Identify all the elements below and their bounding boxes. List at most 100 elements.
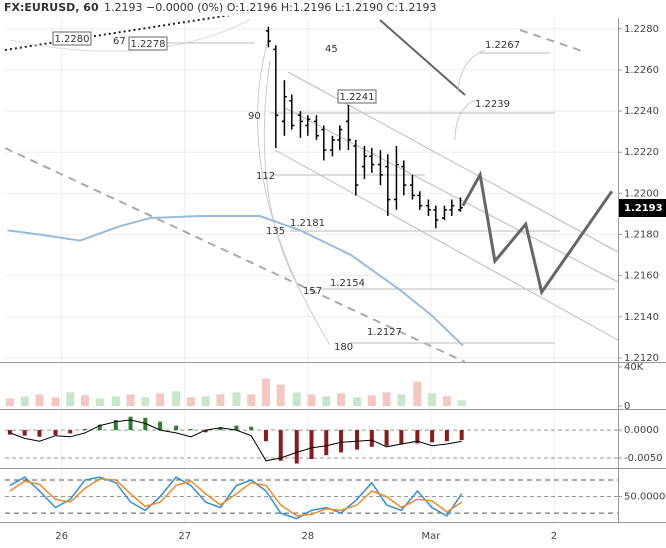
histogram-bar [174, 425, 179, 431]
histogram-bar [459, 430, 464, 441]
fib-arc [454, 99, 476, 141]
volume-bar [292, 392, 301, 407]
volume-bar [201, 396, 210, 407]
histogram-bar [128, 416, 133, 431]
histogram-bar [355, 430, 360, 450]
annotation: 1.2278 [131, 39, 166, 50]
symbol: FX:EURUSD, 60 [4, 1, 99, 14]
histogram-bar [399, 430, 404, 445]
histogram-bar [249, 426, 254, 431]
annotation-box [337, 89, 377, 104]
volume-bar [428, 393, 437, 407]
fib-arc [263, 59, 301, 291]
annotation: 67 [113, 36, 126, 47]
histogram-bar [37, 430, 42, 437]
axes: 26 27 28 Mar 2 1.2280 1.2260 1.2240 1.2220 1.2200… [55, 24, 665, 542]
volume-bar [51, 397, 60, 407]
volume-bar [156, 393, 165, 407]
histogram-bar [263, 430, 268, 442]
y-tick-label: 1.2280 [624, 24, 659, 35]
fib-arc [457, 49, 486, 93]
trend-line [4, 11, 251, 51]
annotation-box [128, 36, 168, 51]
volume-bar [141, 397, 150, 407]
x-tick-label: 2 [551, 531, 557, 542]
annotation: 135 [266, 226, 285, 237]
marks [5, 26, 614, 520]
y-tick-label: 1.2140 [624, 312, 659, 323]
y-tick-label: 40K [624, 362, 644, 373]
y-tick-label: 50.0000 [624, 492, 665, 503]
annotation: 112 [256, 171, 275, 182]
histogram-bar [22, 430, 27, 436]
volume-bar [126, 394, 135, 407]
histogram-bar [218, 427, 223, 431]
volume-bar [172, 391, 181, 407]
volume-bar [367, 395, 376, 407]
y-tick-label: 0 [624, 401, 630, 412]
channel-line [274, 149, 619, 341]
volume-bar [442, 396, 451, 407]
histogram-bar [158, 421, 163, 431]
projection [461, 170, 614, 296]
histogram-bar [309, 430, 314, 460]
annotation: 1.2280 [55, 34, 90, 45]
annotation: 1.2127 [367, 327, 402, 338]
annotation: 1.2181 [290, 218, 325, 229]
histogram-bar [384, 430, 389, 446]
x-tick-label: 28 [301, 531, 314, 542]
oscillator-line [9, 478, 463, 517]
price-label-bg [619, 199, 666, 217]
histogram-bar [83, 428, 88, 431]
histogram-bar [97, 424, 102, 431]
histogram-bar [7, 430, 12, 435]
annotation: 1.2267 [485, 40, 520, 51]
volume-bar [413, 381, 422, 407]
histogram-bar [339, 430, 344, 453]
dashed-line [4, 147, 466, 363]
volume-bar [35, 394, 44, 407]
annotation: 1.2241 [340, 92, 375, 103]
volume-bar [276, 384, 285, 407]
y-tick-label: 1.2260 [624, 65, 659, 76]
annotation: 1.2154 [330, 278, 365, 289]
volume-bar [5, 398, 14, 407]
thick-line [379, 19, 466, 96]
panel-frames [0, 18, 666, 523]
volume-bar [66, 392, 75, 407]
histogram-bar [294, 430, 299, 464]
y-tick-label: 1.2200 [624, 188, 659, 199]
x-tick-label: 27 [178, 531, 191, 542]
histogram-bar [415, 430, 420, 444]
y-tick-label: 1.2240 [624, 106, 659, 117]
histogram-bar [234, 425, 239, 431]
volume-bar [307, 394, 316, 407]
y-tick-label: 1.2220 [624, 147, 659, 158]
volume-bar [95, 398, 104, 407]
grid [5, 18, 618, 522]
volume-bar [20, 396, 29, 407]
annotation: 157 [303, 286, 322, 297]
annotation: 1.2239 [475, 99, 510, 110]
volume-bar [382, 392, 391, 407]
volume-bar [186, 397, 195, 407]
y-tick-label: -0.0050 [624, 453, 663, 464]
histogram-bar [203, 430, 208, 433]
annotations: 1.2280 67 1.2278 45 90 112 135 157 180 1.2267 1.22… [52, 31, 520, 353]
price-label: 1.2193 [624, 203, 663, 214]
volume-bar [232, 392, 241, 407]
y-tick-label: 0.0000 [624, 425, 659, 436]
histogram-bar [430, 430, 435, 443]
quote: 1.2193 −0.0000 (0%) O:1.2196 H:1.2196 L:… [104, 1, 437, 14]
annotation-box [52, 31, 92, 46]
moving-average [7, 215, 464, 347]
histogram-bar [369, 430, 374, 447]
x-tick-label: Mar [421, 531, 441, 542]
volume-bar [81, 395, 90, 407]
y-tick-label: 1.2180 [624, 229, 659, 240]
volume-bar [247, 394, 256, 407]
volume-bar [353, 397, 362, 407]
annotation: 90 [248, 111, 261, 122]
